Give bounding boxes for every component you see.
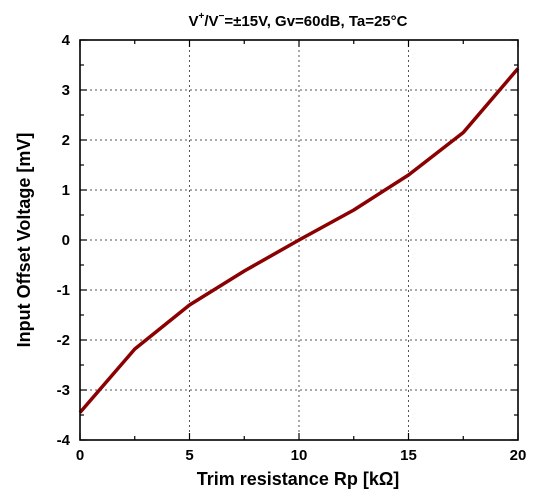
y-tick-label: 4 bbox=[62, 32, 71, 49]
y-axis-title: Input Offset Voltage [mV] bbox=[14, 133, 34, 348]
tick-labels: 0 5 10 15 20 -4 -3 -2 -1 0 1 2 3 4 bbox=[57, 32, 527, 464]
y-tick-label: -2 bbox=[57, 332, 70, 349]
x-axis-title: Trim resistance Rp [kΩ] bbox=[197, 469, 400, 489]
series-line bbox=[78, 67, 520, 414]
y-tick-label: 1 bbox=[62, 182, 70, 199]
y-tick-label: -4 bbox=[57, 432, 71, 449]
y-tick-label: -3 bbox=[57, 382, 70, 399]
x-tick-label: 0 bbox=[76, 447, 84, 464]
x-tick-label: 20 bbox=[510, 447, 527, 464]
series-layer bbox=[78, 67, 520, 414]
chart-title: V+/V−=±15V, Gv=60dB, Ta=25°C bbox=[189, 11, 408, 30]
y-tick-label: 3 bbox=[62, 82, 70, 99]
x-tick-label: 5 bbox=[185, 447, 193, 464]
y-tick-label: 2 bbox=[62, 132, 70, 149]
x-tick-label: 10 bbox=[291, 447, 308, 464]
y-tick-label: -1 bbox=[57, 282, 70, 299]
plot-frame bbox=[79, 39, 519, 441]
x-tick-label: 15 bbox=[400, 447, 417, 464]
y-tick-label: 0 bbox=[62, 232, 70, 249]
